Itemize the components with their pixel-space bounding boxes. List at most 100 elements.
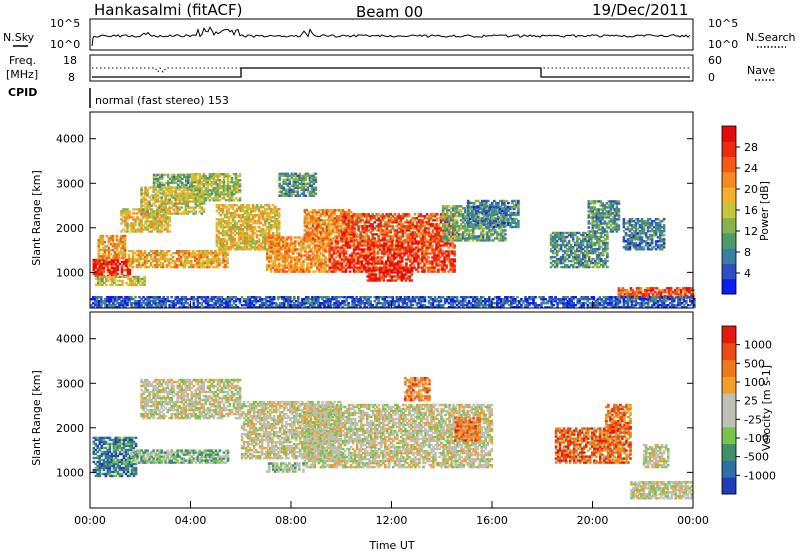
heatmap-cell [105,257,109,260]
heatmap-cell [172,194,175,197]
heatmap-cell [263,204,267,207]
heatmap-cell [476,219,480,223]
heatmap-cell [379,223,382,226]
freq-tick-low: 8 [68,71,75,84]
heatmap-cell [122,216,125,219]
heatmap-cell [223,216,227,219]
heatmap-cell [154,228,157,231]
heatmap-cell [225,206,229,209]
heatmap-cell [222,255,225,259]
heatmap-cell [325,225,329,228]
heatmap-cell [228,175,232,178]
heatmap-cell [204,183,208,186]
heatmap-cell [359,219,362,222]
heatmap-cell [194,202,198,205]
heatmap-cell [338,248,342,251]
heatmap-cell [347,209,351,212]
heatmap-cell [275,248,279,251]
heatmap-cell [296,248,299,251]
heatmap-cell [243,216,247,219]
heatmap-cell [273,244,277,247]
heatmap-cell [431,268,434,271]
heatmap-cell [351,237,355,240]
heatmap-cell [155,261,159,265]
heatmap-cell [235,228,239,231]
heatmap-cell [148,212,151,215]
heatmap-cell [154,224,157,227]
heatmap-cell [453,252,456,255]
heatmap-cell [239,246,243,249]
heatmap-cell [306,172,310,175]
heatmap-cell [180,206,184,209]
heatmap-cell [172,196,175,199]
heatmap-cell [457,235,461,238]
heatmap-cell [282,182,286,185]
heatmap-cell [425,213,429,216]
heatmap-cell [360,250,364,253]
heatmap-cell [206,251,209,255]
heatmap-cell [457,237,461,240]
heatmap-cell [383,225,387,228]
heatmap-cell [237,230,241,233]
heatmap-cell [178,194,181,197]
heatmap-cell [223,232,227,235]
heatmap-cell [371,217,374,220]
heatmap-cell [372,273,375,276]
heatmap-cell [333,217,337,220]
heatmap-cell [401,252,404,255]
heatmap-cell [388,275,392,278]
heatmap-cell [290,174,294,177]
heatmap-cell [189,173,192,177]
heatmap-cell [374,275,377,278]
heatmap-cell [314,256,317,259]
heatmap-cell [399,235,403,238]
heatmap-cell [161,265,165,269]
heatmap-cell [208,257,211,261]
heatmap-cell [156,220,159,223]
heatmap-cell [158,181,162,185]
heatmap-cell [488,229,491,232]
heatmap-cell [329,233,333,236]
heatmap-cell [310,250,313,253]
heatmap-cell [368,269,371,272]
heatmap-cell [253,228,257,231]
heatmap-cell [279,236,283,239]
heatmap-cell [97,241,101,244]
heatmap-cell [146,216,149,219]
heatmap-cell [370,258,374,261]
heatmap-cell [126,270,130,274]
heatmap-cell [273,254,277,257]
heatmap-cell [140,202,143,205]
heatmap-cell [329,223,333,226]
heatmap-cell [144,216,147,219]
heatmap-cell [210,189,214,192]
heatmap-cell [362,266,366,269]
heatmap-cell [478,221,482,225]
heatmap-cell [186,190,190,193]
heatmap-cell [219,240,223,243]
heatmap-cell [143,261,147,265]
heatmap-cell [162,220,165,223]
heatmap-cell [206,181,210,184]
heatmap-cell [155,265,159,269]
heatmap-cell [234,179,238,182]
heatmap-cell [453,231,457,234]
heatmap-cell [388,269,392,272]
heatmap-cell [241,248,245,251]
heatmap-cell [308,268,311,271]
heatmap-cell [286,266,289,269]
heatmap-cell [282,236,285,239]
heatmap-cell [290,262,293,265]
heatmap-cell [334,242,338,245]
heatmap-cell [275,236,279,239]
heatmap-cell [221,234,225,237]
heatmap-cell [160,181,164,185]
heatmap-cell [476,223,480,227]
heatmap-cell [200,191,204,194]
heatmap-cell [322,266,325,269]
heatmap-cell [376,252,380,255]
heatmap-cell [345,213,348,216]
heatmap-cell [443,221,447,224]
heatmap-cell [263,246,267,249]
heatmap-cell [379,225,382,228]
